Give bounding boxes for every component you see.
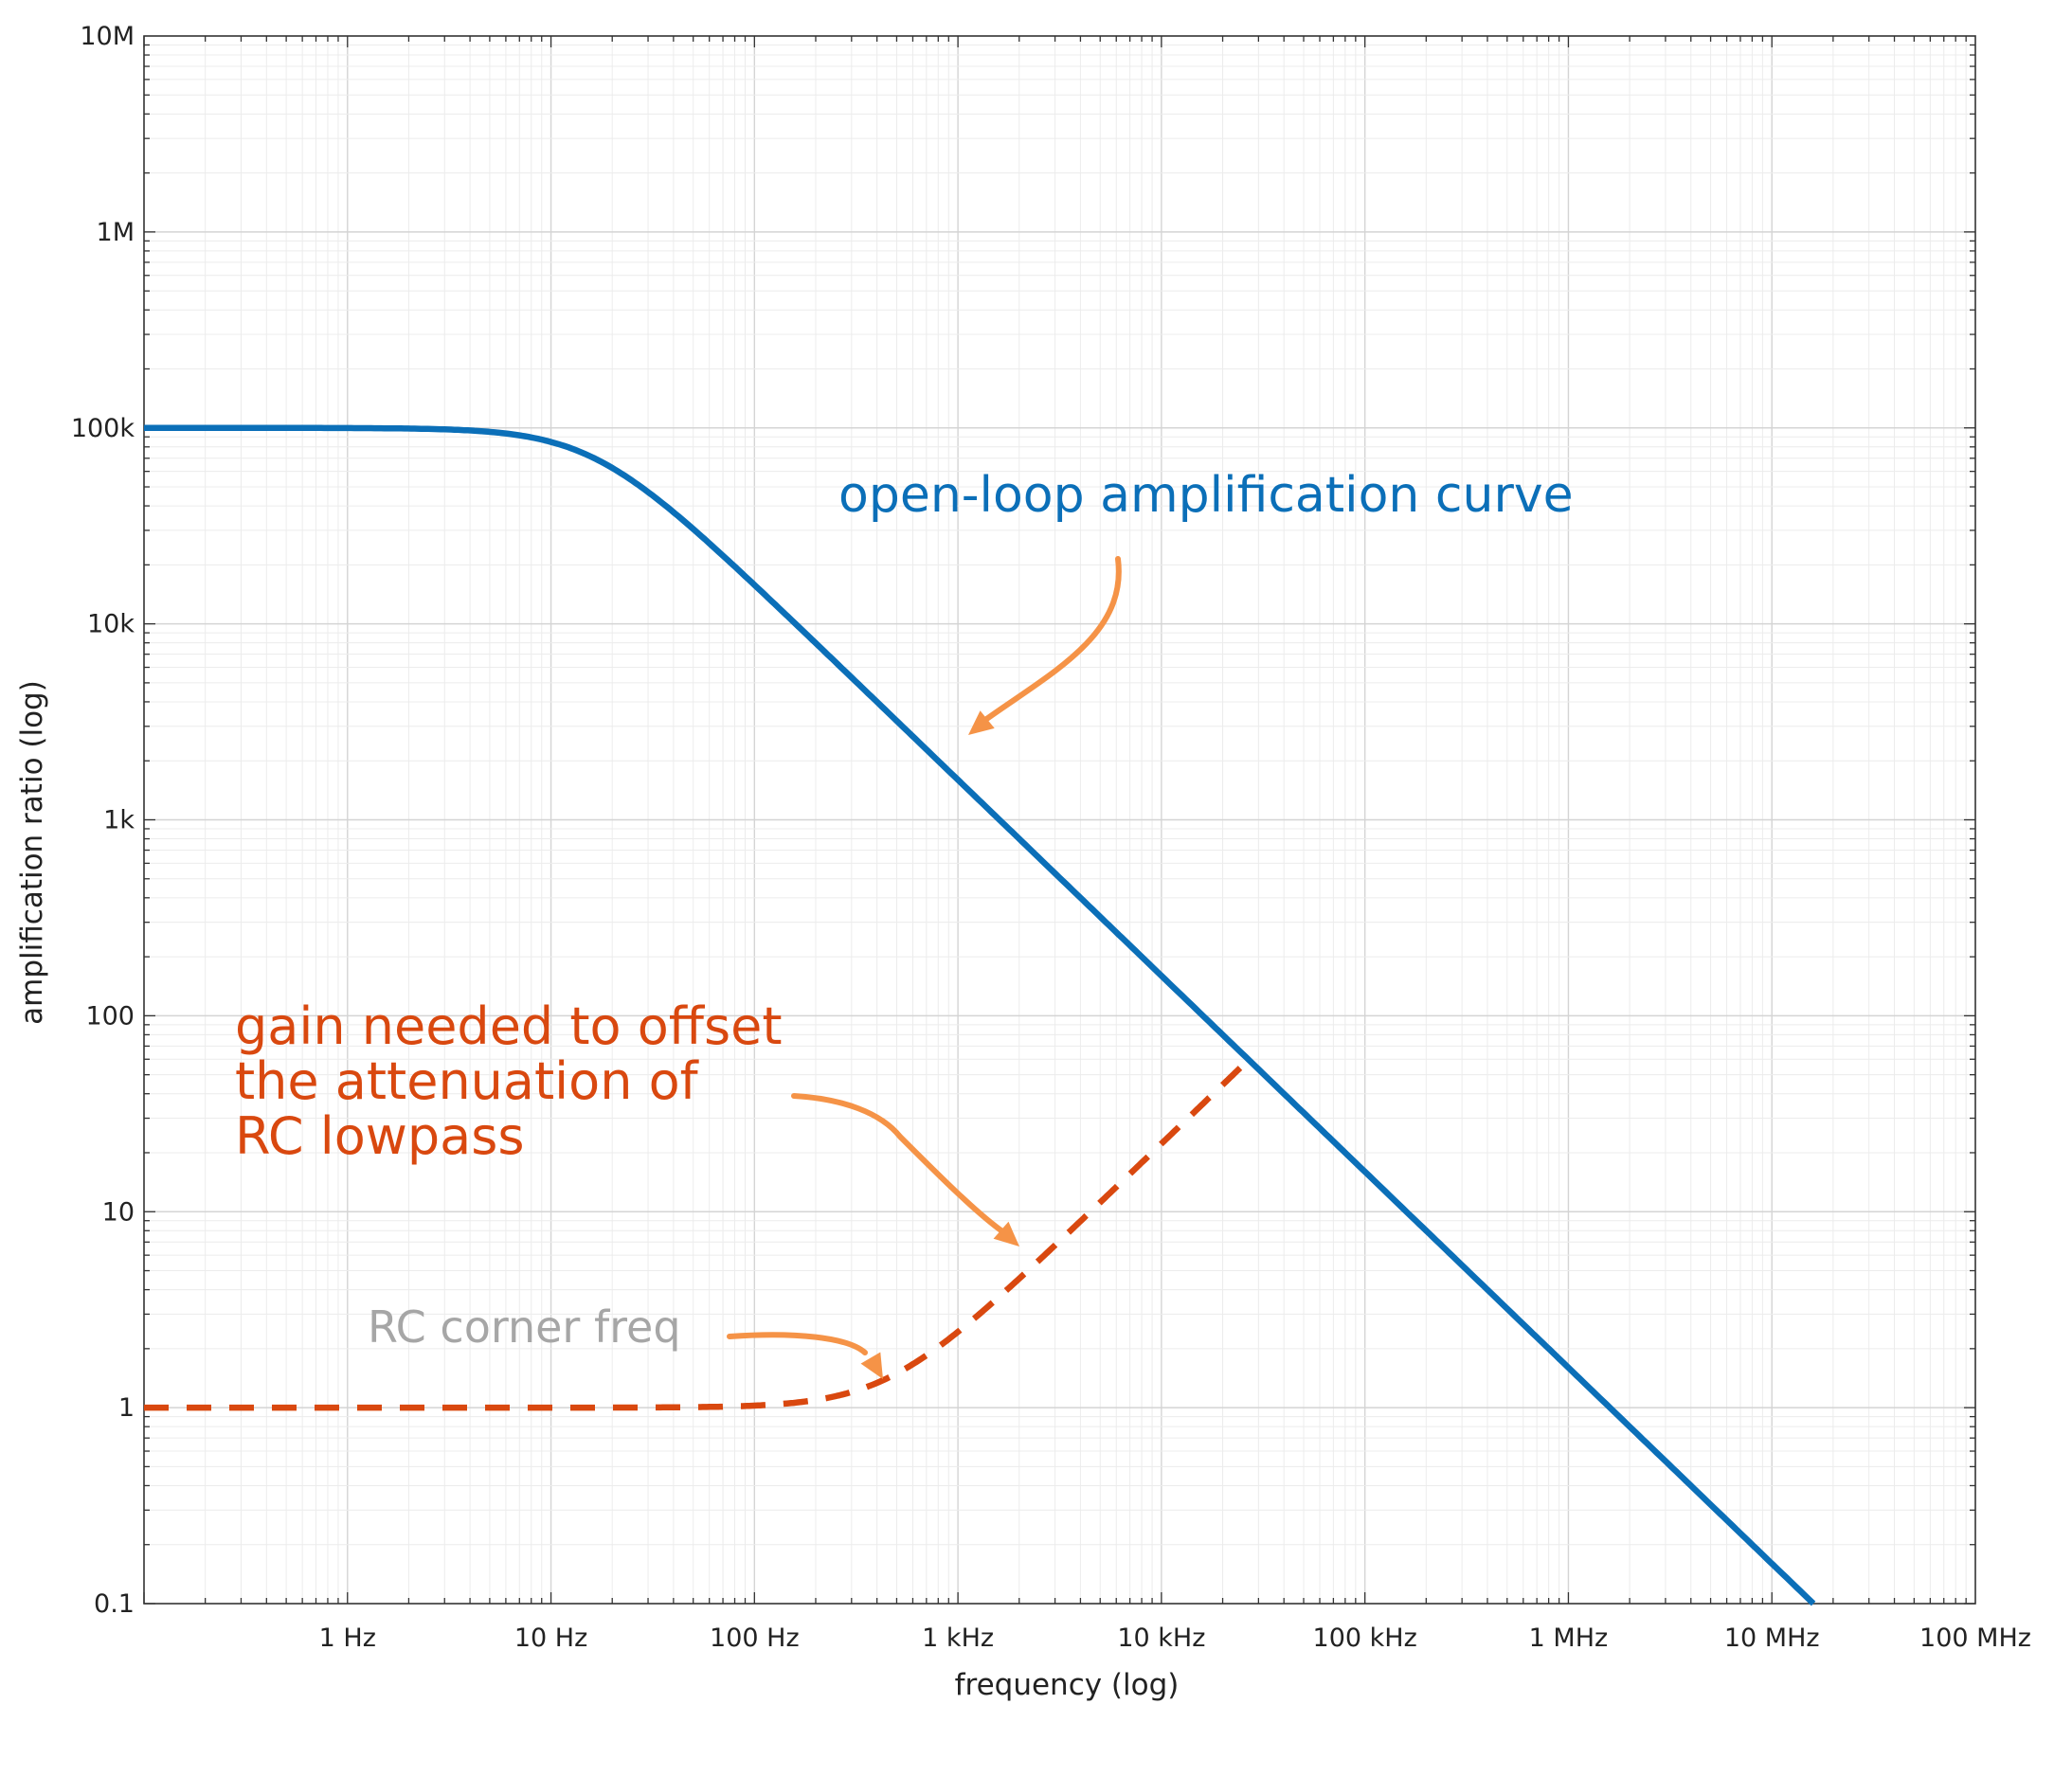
y-tick-label: 1 [118,1393,135,1423]
x-tick-label: 1 MHz [1529,1624,1609,1653]
gain-needed-arrow [791,1093,1005,1234]
open-loop-arrow [982,556,1122,723]
rc-corner-arrow [727,1332,868,1355]
gain-needed-label-line-3: RC lowpass [235,1106,525,1166]
y-tick-label: 0.1 [94,1589,135,1619]
x-tick-label: 1 kHz [922,1624,994,1653]
grid [144,36,1975,1604]
y-tick-label: 10 [102,1197,135,1227]
x-tick-label: 100 Hz [710,1624,800,1653]
x-tick-label: 10 kHz [1117,1624,1205,1653]
y-tick-label: 1k [103,806,135,835]
open-loop-label: open-loop amplification curve [838,467,1574,524]
y-tick-label: 10M [80,22,135,51]
rc-corner-label: RC corner freq [368,1301,681,1353]
series-open-loop [144,424,1816,1606]
x-tick-label: 10 Hz [514,1624,587,1653]
y-tick-label: 100k [71,414,135,443]
gain-needed-label-line-1: gain needed to offset [235,996,783,1056]
axis-ticks [143,36,1975,1605]
open-loop-arrow-head [968,710,995,735]
y-tick-label: 1M [97,218,135,247]
series-rc-offset [143,1053,1255,1411]
x-tick-label: 10 MHz [1724,1624,1820,1653]
x-tick-label: 100 kHz [1313,1624,1417,1653]
series [143,424,1816,1606]
y-tick-label: 10k [87,610,135,639]
x-tick-label: 100 MHz [1919,1624,2031,1653]
annotation-arrows [727,556,1122,1379]
rc-corner-arrow-head [860,1352,883,1379]
x-axis-label: frequency (log) [955,1668,1180,1702]
x-tick-label: 1 Hz [319,1624,376,1653]
gain-needed-arrow-head [993,1221,1019,1247]
gain-needed-label: gain needed to offset the attenuation of… [235,996,799,1166]
gain-needed-label-line-2: the attenuation of [235,1051,700,1111]
y-axis-label: amplification ratio (log) [15,680,49,1025]
y-tick-label: 100 [85,1001,135,1031]
x-axis-tick-labels: 1 Hz 10 Hz 100 Hz 1 kHz 10 kHz 100 kHz 1 MHz 10… [319,1624,2031,1653]
y-axis-tick-labels: 0.1 1 10 100 1k 10k 100k 1M 10M [71,22,135,1619]
